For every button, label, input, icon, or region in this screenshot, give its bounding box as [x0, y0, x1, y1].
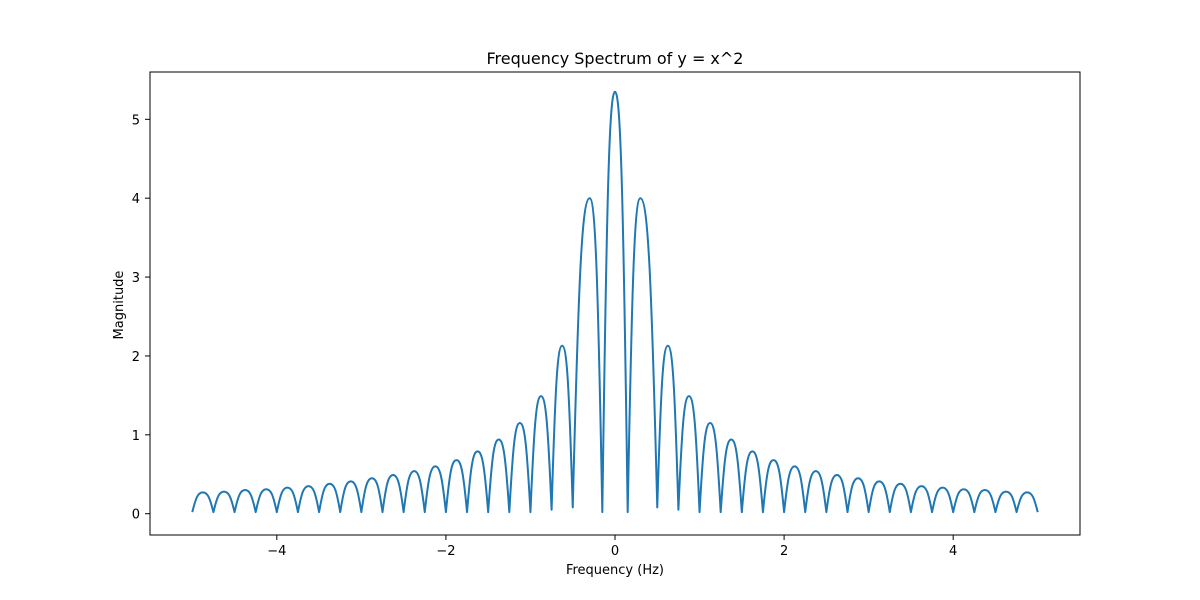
y-tick-label: 2	[132, 350, 140, 365]
y-tick-label: 4	[132, 192, 140, 207]
x-axis-label: Frequency (Hz)	[566, 563, 664, 578]
y-tick-label: 0	[132, 508, 140, 523]
x-tick-label: 2	[780, 544, 788, 559]
y-axis-label: Magnitude	[112, 271, 127, 340]
chart-title: Frequency Spectrum of y = x^2	[487, 49, 744, 68]
x-tick-label: −2	[436, 544, 455, 559]
x-tick-label: 4	[949, 544, 957, 559]
plot-area: −4 −2 0 2 4 0 1 2 3 4 5	[132, 71, 1081, 559]
y-tick-label: 1	[132, 429, 140, 444]
x-tick-label: 0	[611, 544, 619, 559]
y-tick-label: 5	[132, 113, 140, 128]
series-line	[191, 90, 1039, 514]
y-tick-label: 3	[132, 271, 140, 286]
x-tick-label: −4	[267, 544, 286, 559]
